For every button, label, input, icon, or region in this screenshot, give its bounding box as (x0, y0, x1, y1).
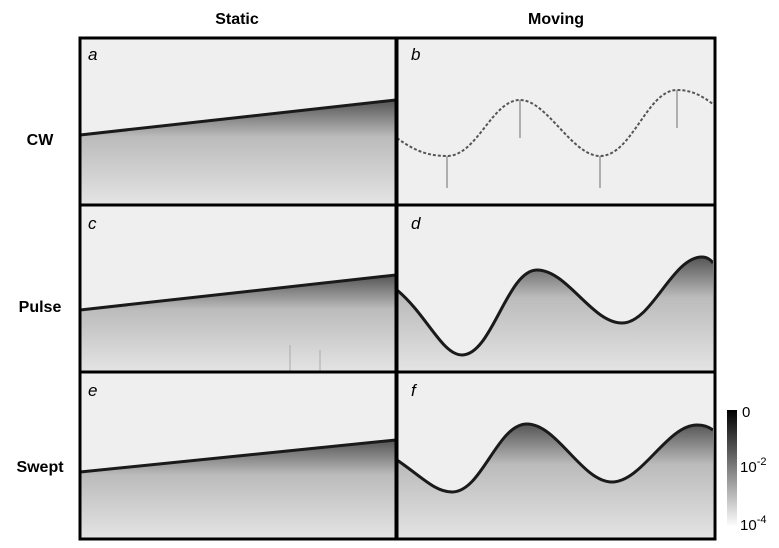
row-label: Pulse (19, 299, 62, 316)
column-header: Static (215, 11, 259, 28)
panel-letter: d (411, 214, 421, 233)
colorbar-label: 0 (742, 404, 750, 421)
figure: Static Moving CW Pulse Swept a b c (0, 0, 779, 548)
panel-letter: b (411, 45, 420, 64)
panel: d (397, 205, 715, 372)
colorbar-label: 10-4 (740, 514, 766, 534)
column-header: Moving (528, 11, 584, 28)
panel: f (397, 372, 715, 539)
panel: a (80, 38, 396, 205)
panel-letter: c (88, 214, 97, 233)
panel-letter: a (88, 45, 97, 64)
panel: b (397, 38, 715, 205)
row-label: Swept (16, 459, 64, 476)
colorbar-label: 10-2 (740, 456, 766, 476)
panel: c (80, 205, 396, 372)
row-label: CW (27, 132, 55, 149)
colorbar (727, 410, 737, 527)
panel: e (80, 372, 396, 539)
panel-letter: e (88, 381, 97, 400)
